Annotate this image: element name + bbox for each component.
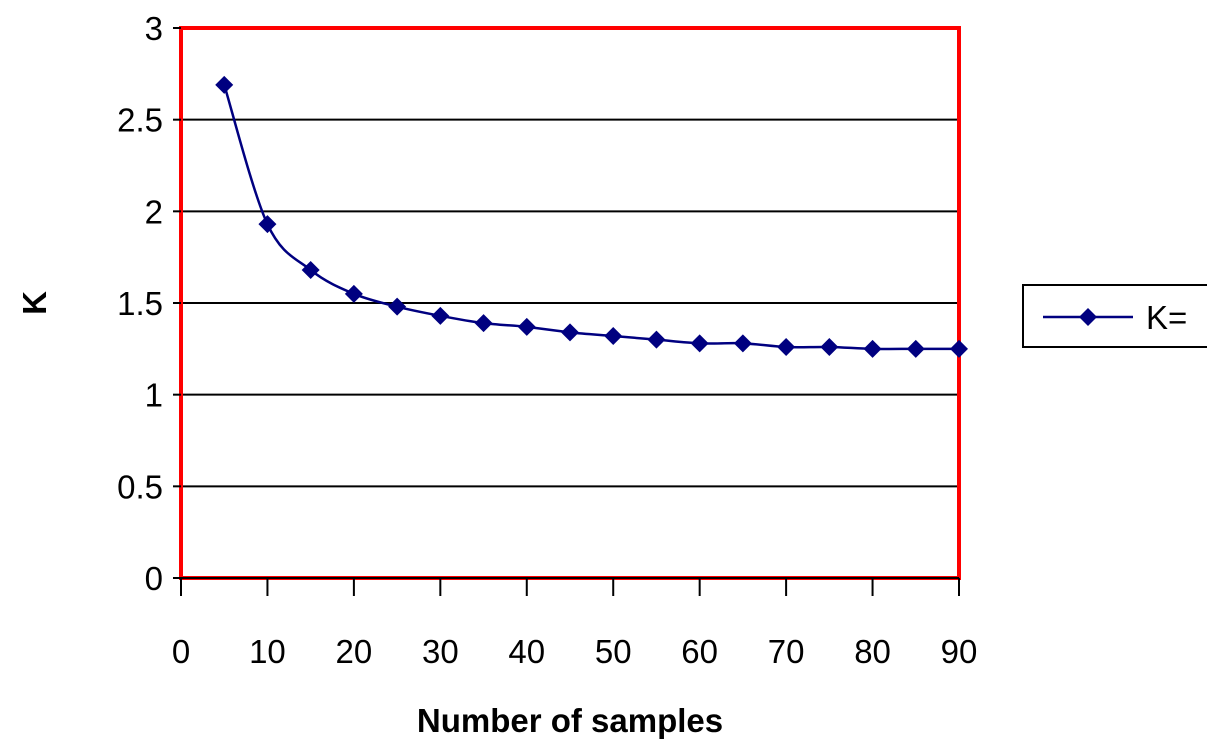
x-tick-label-4: 40: [508, 633, 545, 670]
x-tick-label-5: 50: [595, 633, 632, 670]
tick-labels: 00.511.522.530 10 20 30 40 50 60 70 80 90: [117, 10, 977, 670]
data-point-0: [215, 75, 234, 94]
data-point-10: [647, 330, 666, 349]
data-point-12: [733, 334, 752, 353]
series-line-0: [223, 84, 959, 351]
legend-series-marker: [1079, 308, 1097, 326]
data-point-5: [431, 306, 450, 325]
data-point-16: [906, 339, 925, 358]
legend: K=: [1022, 284, 1207, 348]
data-point-7: [517, 317, 536, 336]
y-tick-label-3: 1.5: [117, 285, 163, 322]
y-tick-label-1: 0.5: [117, 468, 163, 505]
x-tick-label-1: 10: [249, 633, 286, 670]
x-axis-title: Number of samples: [417, 702, 723, 739]
y-tick-label-2: 1: [145, 377, 163, 414]
x-tick-label-6: 60: [681, 633, 718, 670]
data-point-11: [690, 334, 709, 353]
x-tick-label-3: 30: [422, 633, 459, 670]
x-tick-label-7: 70: [768, 633, 805, 670]
data-point-13: [777, 338, 796, 356]
x-tick-label-2: 20: [336, 633, 373, 670]
data-point-2: [301, 261, 320, 279]
x-tick-label-8: 80: [854, 633, 891, 670]
axes: [173, 27, 960, 596]
y-tick-label-0: 0: [145, 560, 163, 597]
data-point-3: [344, 284, 363, 303]
x-tick-label-9: 90: [941, 633, 978, 670]
data-point-1: [258, 215, 277, 234]
legend-series-label: K=: [1146, 299, 1187, 336]
gridlines: [181, 27, 959, 579]
data-point-6: [474, 314, 493, 333]
y-axis-title: K: [16, 291, 53, 315]
y-tick-label-5: 2.5: [117, 102, 163, 139]
data-point-8: [561, 323, 579, 342]
data-point-14: [820, 338, 839, 356]
series-k: [215, 75, 968, 358]
y-tick-label-6: 3: [145, 10, 163, 47]
x-tick-label-0: 0: [172, 633, 190, 670]
data-point-15: [863, 339, 882, 358]
data-point-17: [950, 339, 968, 358]
data-point-4: [388, 297, 407, 316]
data-point-9: [604, 327, 623, 345]
y-tick-label-4: 2: [145, 193, 163, 230]
